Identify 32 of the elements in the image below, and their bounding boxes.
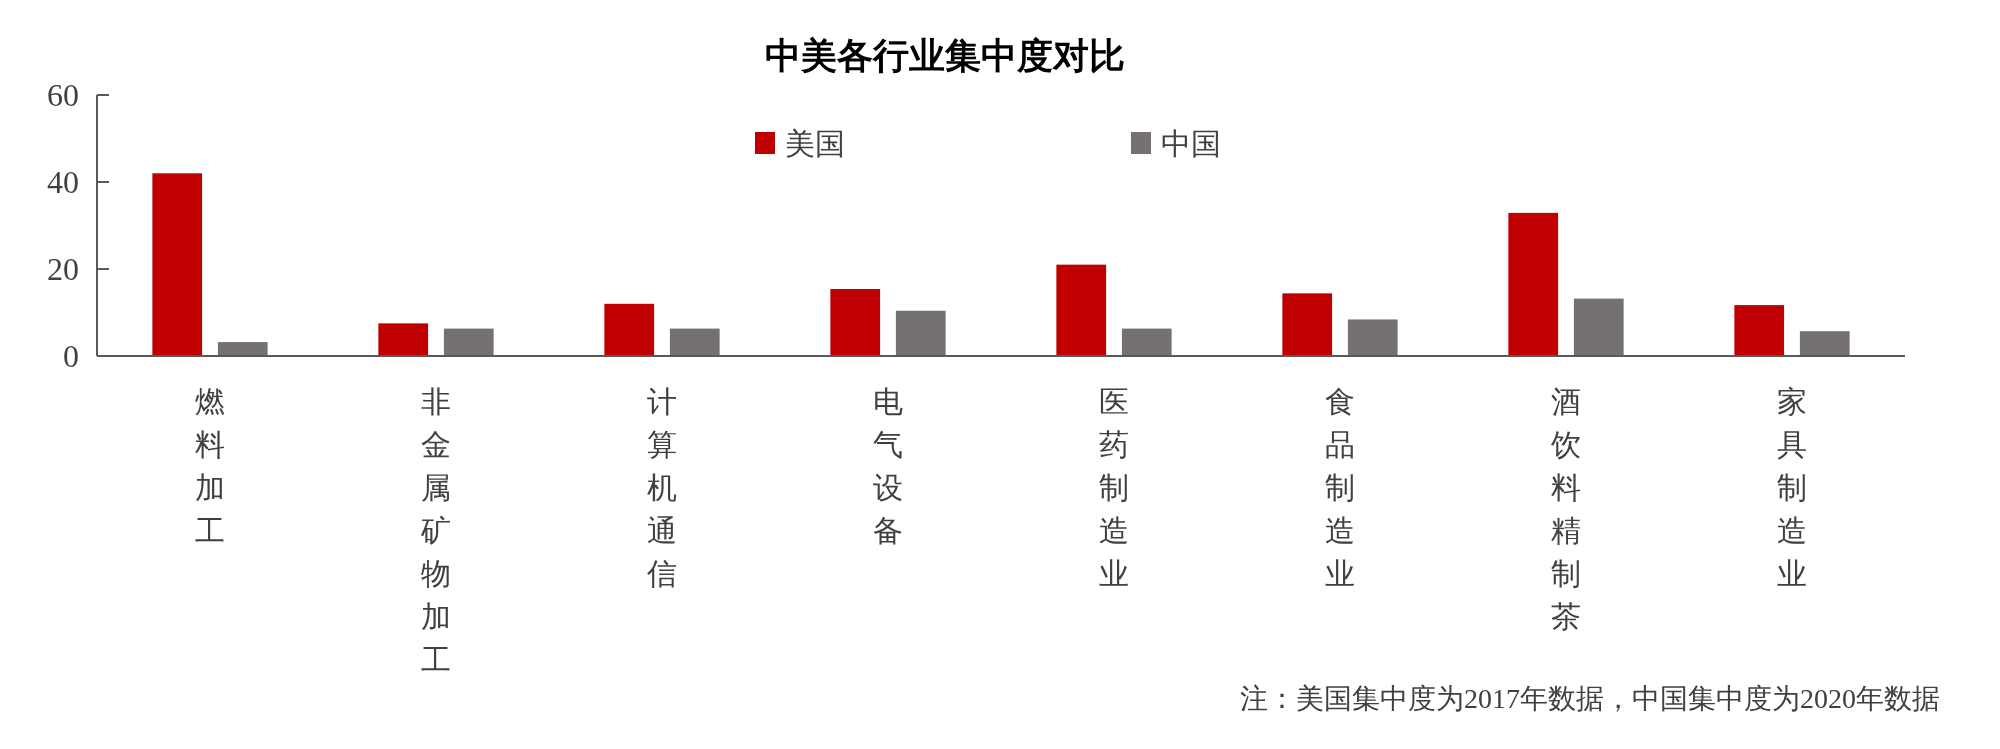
x-tick-label: 家具制造业 [1777,385,1807,590]
text: 注：美国集中度为2017年数据，中国集中度为2020年数据 [1240,683,1940,714]
x-tick-label: 电气设备 [873,385,903,547]
legend-label: 中国 [1161,127,1221,160]
bar [1056,264,1107,356]
x-tick-label: 医药制造业 [1099,385,1129,590]
x-tick-label: 非金属矿物加工 [420,385,451,676]
bar [152,173,203,356]
y-tick-label: 60 [47,77,79,113]
bar [895,310,946,356]
bar [830,289,881,356]
bar [217,342,268,356]
bar [1508,212,1559,356]
y-tick-label: 0 [63,338,79,374]
x-tick-label: 燃料加工 [195,385,225,547]
x-tick-label: 食品制造业 [1325,385,1355,590]
bar [443,328,494,356]
bar [1573,298,1624,356]
y-tick-label: 40 [47,164,79,200]
bar [378,323,429,356]
bar [1282,293,1333,356]
bar [669,328,720,356]
x-tick-label: 酒饮料精制茶 [1550,385,1581,633]
bar [1799,331,1850,356]
chart-title: 中美各行业集中度对比 [765,36,1125,76]
x-tick-label: 计算机通信 [647,385,677,590]
y-tick-label: 20 [47,251,79,287]
bar [1347,319,1398,356]
bar [1734,305,1785,356]
legend-label: 美国 [785,127,845,160]
bar [1121,328,1172,356]
bar [604,303,655,356]
